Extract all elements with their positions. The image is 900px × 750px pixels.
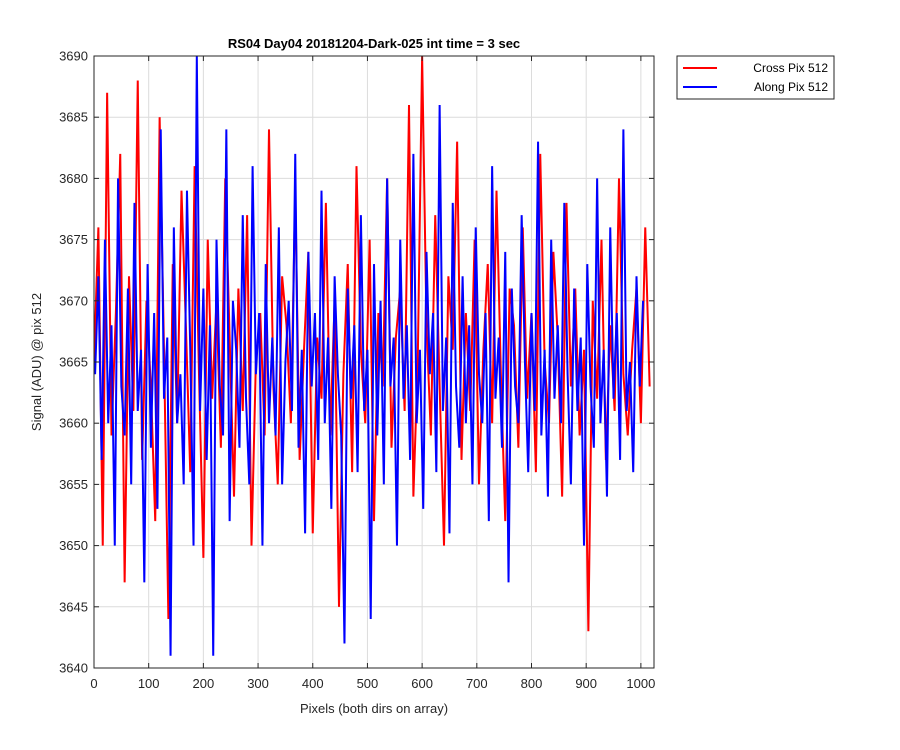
x-tick-label: 300 (247, 676, 269, 691)
x-tick-label: 800 (521, 676, 543, 691)
x-tick-label: 1000 (626, 676, 655, 691)
series-line-cross-pix-512 (94, 56, 651, 632)
y-tick-label: 3680 (59, 171, 88, 186)
y-tick-label: 3660 (59, 416, 88, 431)
x-tick-label: 700 (466, 676, 488, 691)
legend-entry-along: Along Pix 512 (754, 80, 828, 94)
legend-box (676, 55, 835, 100)
y-tick-label: 3665 (59, 355, 88, 370)
y-axis-label: Signal (ADU) @ pix 512 (29, 293, 44, 431)
y-tick-label: 3685 (59, 110, 88, 125)
x-tick-label: 900 (575, 676, 597, 691)
y-tick-label: 3655 (59, 477, 88, 492)
x-tick-label: 500 (357, 676, 379, 691)
x-axis-label: Pixels (both dirs on array) (300, 701, 448, 716)
legend-entry-cross: Cross Pix 512 (753, 61, 828, 75)
legend: Cross Pix 512 Along Pix 512 (676, 55, 835, 100)
x-tick-label: 100 (138, 676, 160, 691)
y-tick-label: 3690 (59, 49, 88, 64)
tick-layer: 0 100 200 300 400 500 600 700 800 900 1000 3640 3645… (59, 49, 655, 692)
y-tick-label: 3675 (59, 232, 88, 247)
y-tick-label: 3670 (59, 293, 88, 308)
x-tick-label: 200 (193, 676, 215, 691)
y-tick-label: 3640 (59, 661, 88, 676)
x-tick-label: 0 (90, 676, 97, 691)
x-tick-label: 600 (411, 676, 433, 691)
series-line-along-pix-512 (94, 56, 645, 656)
y-tick-label: 3650 (59, 538, 88, 553)
series-layer (94, 56, 651, 656)
x-tick-label: 400 (302, 676, 324, 691)
chart-title: RS04 Day04 20181204-Dark-025 int time = … (228, 36, 520, 51)
y-tick-label: 3645 (59, 599, 88, 614)
